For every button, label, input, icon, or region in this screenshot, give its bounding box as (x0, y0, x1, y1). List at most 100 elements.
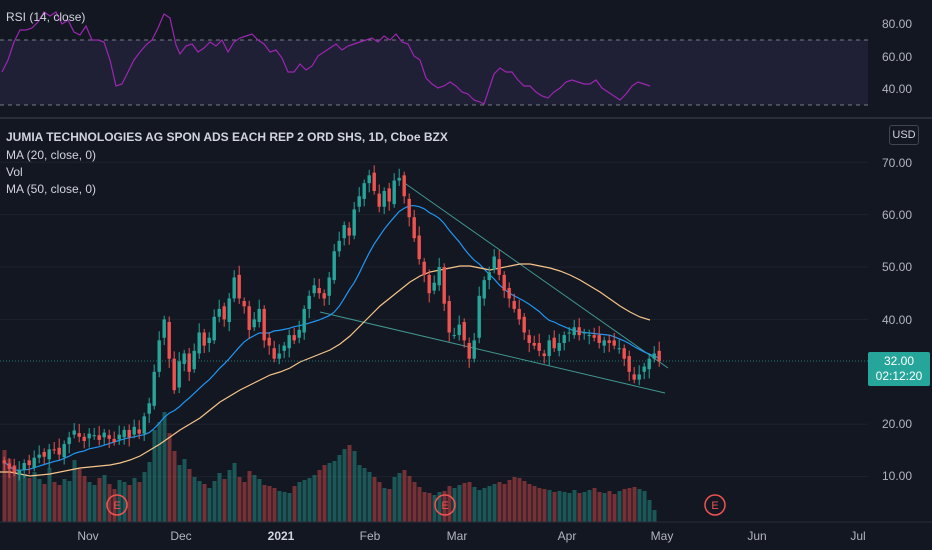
volume-bar (357, 465, 362, 522)
currency-button[interactable]: USD (889, 125, 919, 145)
indicator-vol[interactable]: Vol (6, 165, 23, 179)
candle-body (567, 332, 571, 334)
candle-body (547, 340, 551, 357)
candle-body (637, 374, 641, 380)
volume-bar (52, 482, 57, 522)
volume-bar (122, 482, 127, 522)
rsi-tick: 80.00 (882, 17, 912, 31)
candle-body (62, 444, 66, 458)
candle-body (42, 451, 46, 457)
volume-bar (342, 449, 347, 522)
volume-bar (152, 430, 157, 522)
candle-body (117, 434, 121, 440)
volume-bar (412, 482, 417, 522)
candle-body (17, 470, 21, 476)
volume-bar (517, 478, 522, 522)
candle-body (217, 308, 221, 317)
candle-body (417, 235, 421, 260)
volume-bar (612, 494, 617, 522)
volume-bar (242, 482, 247, 522)
rsi-tick: 60.00 (882, 50, 912, 64)
volume-bar (162, 412, 167, 522)
candle-body (142, 416, 146, 434)
volume-bar (502, 484, 507, 522)
volume-bar (237, 477, 242, 522)
volume-bar (217, 473, 222, 522)
candle-body (257, 308, 261, 323)
volume-bar (192, 477, 197, 522)
candle-body (412, 217, 416, 239)
candle-body (327, 277, 331, 296)
candle-body (552, 337, 556, 349)
upper-trendline (402, 181, 669, 369)
volume-bar (587, 490, 592, 522)
candle-body (652, 353, 656, 359)
volume-bar (607, 491, 612, 522)
rsi-pane (0, 11, 868, 106)
volume-bar (622, 489, 627, 522)
candle-body (122, 429, 126, 438)
candle-body (87, 433, 91, 439)
volume-bar (67, 481, 72, 522)
candle-body (282, 345, 286, 351)
volume-bar (127, 485, 132, 522)
volume-bar (402, 470, 407, 522)
candle-body (92, 435, 96, 437)
volume-bar (112, 489, 117, 522)
candle-body (332, 251, 336, 281)
price-tick: 20.00 (882, 417, 912, 431)
candle-body (622, 348, 626, 359)
volume-bar (197, 481, 202, 522)
candle-body (157, 340, 161, 372)
volume-bar (87, 482, 92, 522)
candle-body (617, 348, 621, 350)
volume-bar (487, 486, 492, 522)
rsi-tick: 40.00 (882, 82, 912, 96)
volume-bar (327, 463, 332, 522)
volume-bar (222, 479, 227, 522)
ma20-line (3, 205, 660, 471)
ma50-line (0, 263, 651, 477)
candle-body (47, 449, 51, 460)
price-tick: 40.00 (882, 313, 912, 327)
candle-body (307, 295, 311, 309)
candle-body (232, 277, 236, 299)
candle-body (492, 256, 496, 270)
volume-bar (602, 493, 607, 522)
candle-body (577, 327, 581, 336)
candle-body (352, 209, 356, 236)
candle-body (427, 274, 431, 294)
candle-body (57, 447, 61, 455)
candle-body (582, 332, 586, 334)
rsi-legend[interactable]: RSI (14, close) (6, 10, 86, 24)
candle-body (632, 374, 636, 380)
last-price-value: 32.00 (883, 354, 915, 368)
time-axis: Nov Dec 2021 Feb Mar Apr May Jun Jul (77, 529, 865, 543)
earnings-marker-feb: E (434, 494, 456, 516)
candle-body (237, 274, 241, 299)
volume-bar (627, 488, 632, 522)
volume-bar (562, 492, 567, 522)
volume-bar (17, 470, 22, 522)
time-label: 2021 (268, 529, 295, 543)
candle-body (557, 342, 561, 351)
candle-body (2, 460, 6, 464)
indicator-ma50[interactable]: MA (50, close, 0) (6, 182, 97, 196)
volume-bar (102, 475, 107, 522)
indicator-ma20[interactable]: MA (20, close, 0) (6, 148, 97, 162)
candle-body (82, 436, 86, 441)
volume-bar (527, 484, 532, 522)
volume-bar (302, 480, 307, 522)
candle-body (402, 175, 406, 197)
price-tick: 70.00 (882, 156, 912, 170)
volume-bar (187, 469, 192, 522)
last-price-tag (868, 352, 930, 386)
volume-bar (332, 461, 337, 522)
volume-bar (292, 486, 297, 522)
candle-body (382, 191, 386, 207)
candle-body (32, 457, 36, 468)
volume-bar (367, 472, 372, 522)
volume-bar (617, 491, 622, 522)
candle-body (532, 342, 536, 346)
